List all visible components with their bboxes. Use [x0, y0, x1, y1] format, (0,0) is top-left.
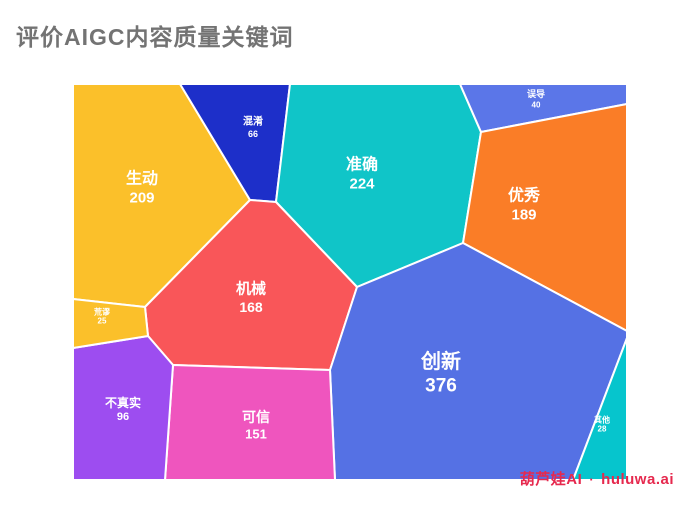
keyword-region-shape-9[interactable] [72, 298, 149, 349]
keyword-region-shape-8[interactable] [72, 335, 174, 481]
keyword-region-shape-7[interactable] [164, 364, 336, 481]
watermark: 葫芦娃AI · huluwa.ai [520, 468, 674, 489]
watermark-separator: · [589, 472, 595, 487]
watermark-site: huluwa.ai [601, 471, 674, 488]
page-title: 评价AIGC内容质量关键词 [16, 24, 294, 50]
keyword-region-shape-6[interactable] [329, 242, 628, 481]
keyword-region-shape-10[interactable] [572, 337, 628, 481]
watermark-brand: 葫芦娃AI [519, 471, 583, 488]
